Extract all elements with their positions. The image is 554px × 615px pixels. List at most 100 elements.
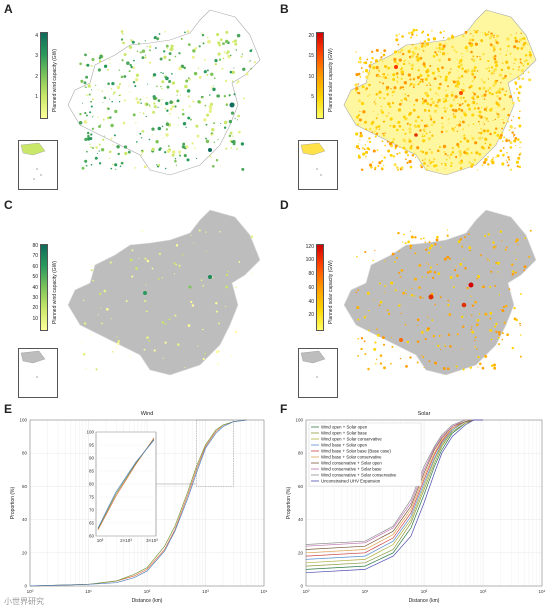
map-dot bbox=[141, 150, 143, 152]
map-dot bbox=[504, 77, 505, 78]
map-dot bbox=[473, 123, 475, 125]
map-dot bbox=[419, 49, 420, 50]
map-dot bbox=[494, 55, 496, 57]
map-dot bbox=[411, 64, 414, 67]
map-dot bbox=[216, 351, 219, 354]
map-dot bbox=[464, 267, 466, 269]
map-dot bbox=[507, 45, 509, 47]
legend-entry: Wind base + Solar conservative bbox=[321, 455, 382, 460]
map-dot bbox=[420, 238, 422, 240]
map-dot bbox=[355, 89, 357, 91]
colorbar-tick: 4 bbox=[26, 33, 38, 39]
map-dot bbox=[461, 246, 463, 248]
map-dot bbox=[376, 329, 378, 331]
map-dot bbox=[387, 67, 390, 70]
map-dot bbox=[517, 77, 520, 80]
map-dot bbox=[100, 54, 101, 55]
map-hotspot bbox=[414, 133, 418, 137]
map-dot bbox=[153, 102, 155, 104]
map-dot bbox=[503, 147, 505, 149]
map-dot bbox=[477, 275, 480, 278]
map-dot bbox=[123, 75, 126, 78]
legend-entry: Wind base + Solar open bbox=[321, 443, 368, 448]
map-dot bbox=[479, 363, 482, 366]
map-dot bbox=[93, 115, 94, 116]
panel-label-d: D bbox=[280, 198, 289, 212]
map-dot bbox=[439, 45, 440, 46]
map-dot bbox=[169, 52, 172, 55]
map-dot bbox=[114, 163, 117, 166]
watermark: 小世界研究 bbox=[4, 596, 44, 607]
map-dot bbox=[486, 110, 488, 112]
map-dot bbox=[390, 363, 392, 365]
map-dot bbox=[492, 85, 493, 86]
map-dot bbox=[237, 115, 240, 118]
map-dot bbox=[164, 151, 166, 153]
map-dot bbox=[375, 93, 378, 96]
map-dot bbox=[430, 151, 433, 154]
map-dot bbox=[400, 52, 401, 53]
map-dot bbox=[174, 273, 175, 274]
map-dot bbox=[408, 61, 409, 62]
map-dot bbox=[377, 114, 378, 115]
colorbar-title-d: Planned solar capacity (GW) bbox=[328, 260, 334, 324]
map-dot bbox=[422, 30, 424, 32]
map-dot bbox=[383, 344, 385, 346]
map-dot bbox=[379, 129, 380, 130]
map-dot bbox=[507, 115, 508, 116]
map-dot bbox=[160, 72, 161, 73]
map-dot bbox=[402, 147, 405, 150]
map-dot bbox=[397, 77, 399, 79]
map-dot bbox=[453, 115, 456, 118]
map-dot bbox=[503, 306, 505, 308]
map-dot bbox=[196, 158, 197, 159]
map-dot bbox=[451, 162, 453, 164]
map-dot bbox=[186, 158, 189, 161]
y-axis-label: Proportion (%) bbox=[286, 487, 292, 520]
x-tick-label: 10² bbox=[144, 589, 151, 594]
map-dot bbox=[458, 124, 459, 125]
map-dot bbox=[485, 90, 487, 92]
map-dot bbox=[457, 103, 458, 104]
map-dot bbox=[390, 282, 393, 285]
map-dot bbox=[364, 340, 366, 342]
map-dot bbox=[188, 95, 190, 97]
map-dot bbox=[395, 147, 397, 149]
map-dot bbox=[203, 358, 205, 360]
map-dot bbox=[421, 355, 422, 356]
map-dot bbox=[129, 46, 132, 49]
map-dot bbox=[121, 162, 124, 165]
map-dot bbox=[447, 304, 449, 306]
map-dot bbox=[386, 133, 387, 134]
map-dot bbox=[392, 253, 395, 256]
map-dot bbox=[375, 59, 378, 62]
map-dot bbox=[410, 37, 412, 39]
map-dot bbox=[417, 57, 420, 60]
map-dot bbox=[440, 349, 441, 350]
map-dot bbox=[443, 37, 444, 38]
map-dot bbox=[506, 152, 508, 154]
map-dot bbox=[444, 258, 447, 261]
map-dot bbox=[442, 44, 445, 47]
map-dot bbox=[522, 44, 524, 46]
map-dot bbox=[91, 164, 93, 166]
map-dot bbox=[452, 129, 454, 131]
map-dot bbox=[83, 300, 84, 301]
map-dot bbox=[417, 125, 420, 128]
map-dot bbox=[448, 73, 449, 74]
map-dot bbox=[490, 43, 493, 46]
map-dot bbox=[174, 315, 176, 317]
map-dot bbox=[156, 37, 159, 40]
map-dot bbox=[443, 100, 446, 103]
map-dot bbox=[192, 56, 195, 59]
map-dot bbox=[478, 87, 481, 90]
map-dot bbox=[176, 90, 179, 93]
map-dot bbox=[86, 151, 88, 153]
map-dot bbox=[410, 231, 411, 232]
map-dot bbox=[479, 58, 481, 60]
map-dot bbox=[446, 159, 448, 161]
map-dot bbox=[477, 367, 478, 368]
map-dot bbox=[102, 139, 104, 141]
map-dot bbox=[520, 61, 522, 63]
map-dot bbox=[451, 94, 454, 97]
